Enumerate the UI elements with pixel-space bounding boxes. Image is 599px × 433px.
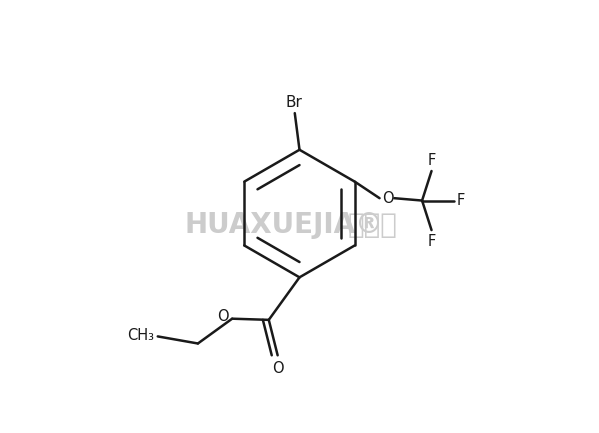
Text: F: F [428,234,435,249]
Text: CH₃: CH₃ [127,328,154,343]
Text: 化学加: 化学加 [348,211,398,239]
Text: O: O [272,361,283,376]
Text: Br: Br [285,95,302,110]
Text: F: F [428,153,435,168]
Text: O: O [382,191,394,206]
Text: O: O [217,309,229,324]
Text: HUAXUEJIA®: HUAXUEJIA® [184,211,383,239]
Text: F: F [457,193,465,208]
